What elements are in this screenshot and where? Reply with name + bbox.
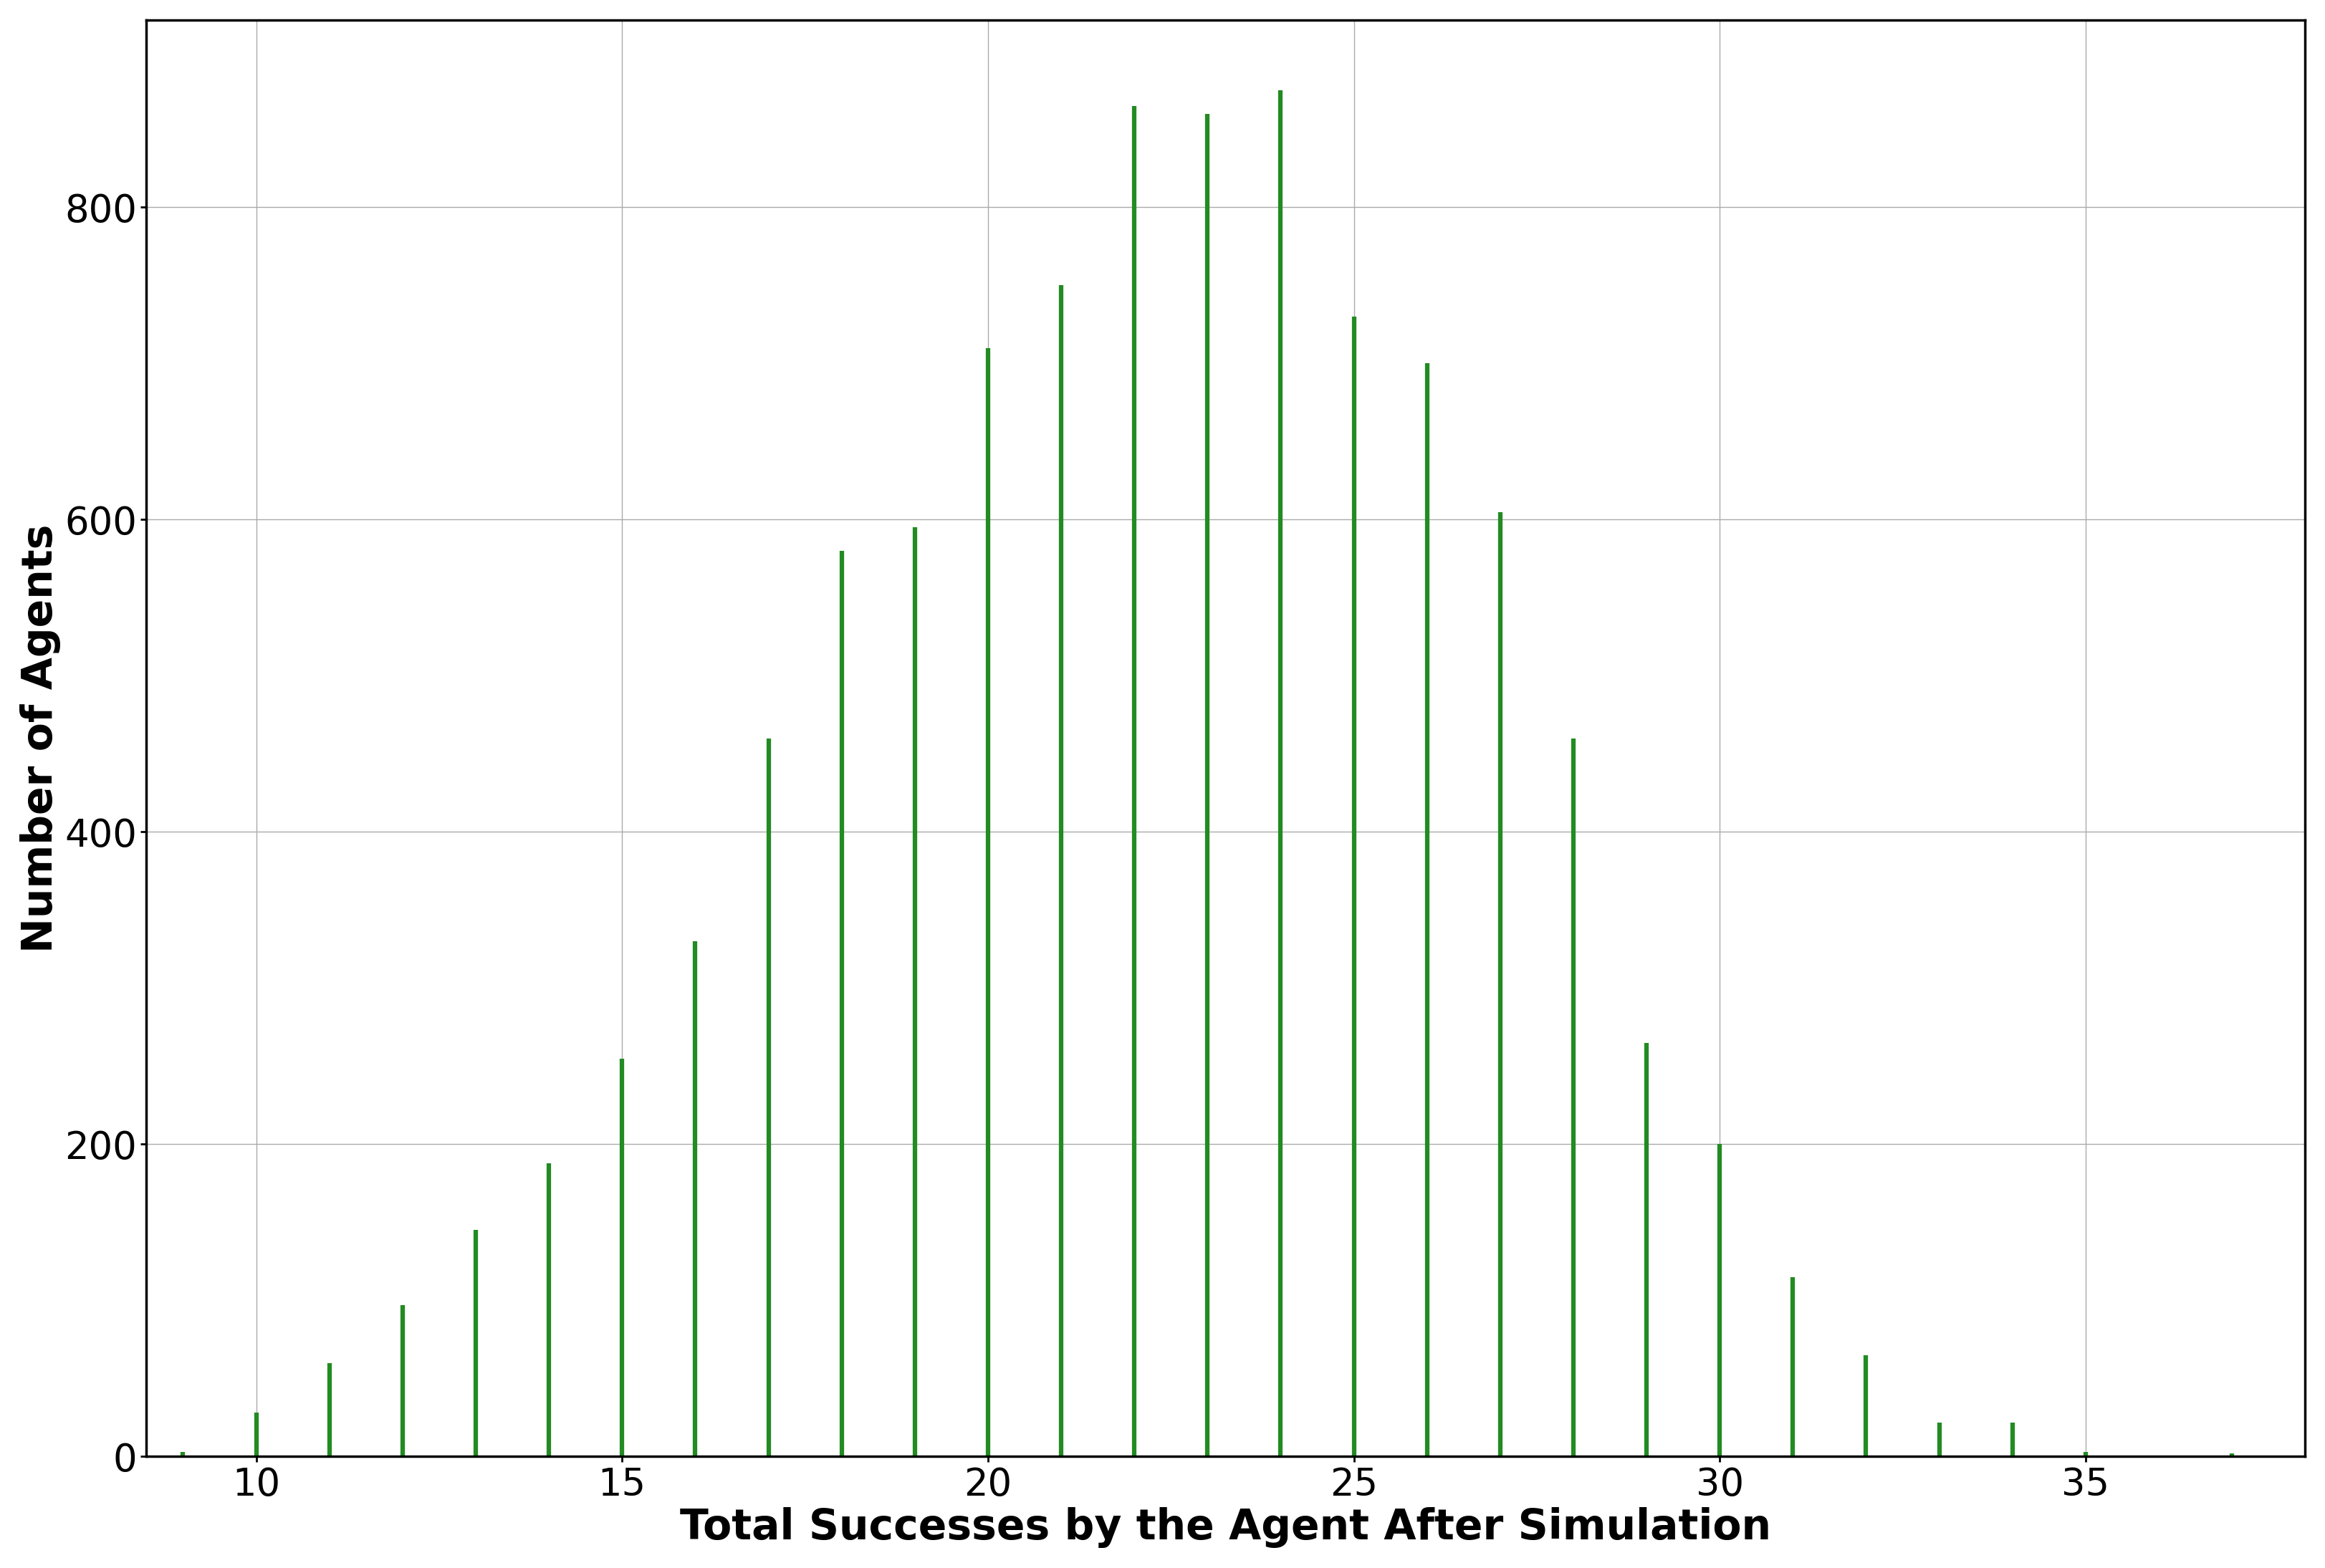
X-axis label: Total Successes by the Agent After Simulation: Total Successes by the Agent After Simul… bbox=[681, 1507, 1772, 1548]
Y-axis label: Number of Agents: Number of Agents bbox=[21, 524, 60, 952]
